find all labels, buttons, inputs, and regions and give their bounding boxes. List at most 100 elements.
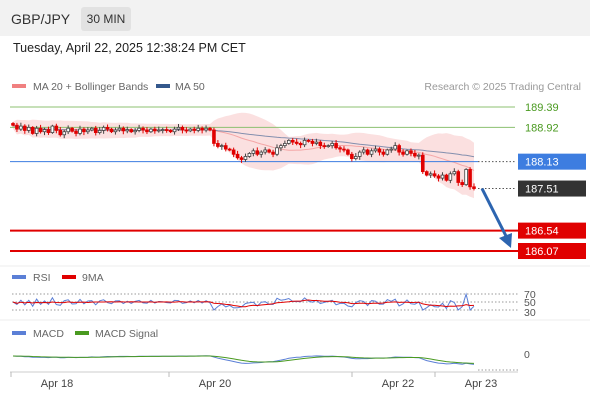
candle-body — [298, 143, 303, 146]
candle-body — [121, 127, 126, 132]
candle-body — [330, 143, 334, 147]
candle-body — [424, 171, 429, 176]
rsi-ma-line — [12, 299, 475, 308]
candle-body — [385, 149, 390, 155]
x-axis-label: Apr 22 — [382, 378, 414, 390]
candle-body — [350, 153, 354, 160]
candle-body — [42, 129, 47, 133]
candle-body — [464, 169, 468, 186]
support-label: 186.07 — [525, 246, 559, 258]
candle-body — [314, 141, 319, 144]
candle-body — [180, 126, 185, 131]
candle-body — [318, 141, 323, 147]
candle-body — [97, 130, 102, 133]
candle-body — [239, 157, 244, 160]
candle-body — [440, 174, 445, 179]
candle-body — [357, 151, 362, 157]
forecast-arrow — [480, 187, 512, 248]
candle-body — [66, 127, 70, 133]
candle-body — [460, 182, 464, 186]
candle-body — [164, 129, 169, 131]
candle-body — [172, 128, 177, 133]
candle-body — [310, 140, 315, 144]
rsi-lines — [12, 292, 475, 311]
x-axis-label: Apr 23 — [465, 378, 497, 390]
candle-body — [34, 127, 39, 134]
level-tags: 189.39 188.92 188.13 187.51 186.54 186.07 — [518, 102, 586, 259]
candle-body — [243, 156, 248, 160]
candle-body — [456, 171, 461, 183]
candle-body — [365, 149, 370, 155]
candle-body — [141, 127, 145, 131]
macd-lines — [12, 355, 475, 365]
candle-body — [19, 125, 23, 130]
candle-body — [334, 143, 338, 149]
candle-body — [405, 150, 409, 155]
candle-body — [192, 128, 197, 131]
candle-body — [326, 145, 331, 148]
candle-body — [133, 130, 137, 133]
candle-body — [409, 150, 413, 154]
candle-body — [70, 127, 74, 132]
macd-tick-0: 0 — [524, 349, 530, 361]
candle-body — [283, 143, 287, 147]
candle-body — [204, 127, 208, 131]
candle-body — [62, 131, 67, 136]
candle-body — [279, 145, 283, 149]
current-price-label: 187.51 — [525, 184, 559, 196]
candle-body — [74, 130, 78, 134]
candle-body — [338, 147, 342, 150]
interval-button[interactable]: 30 MIN — [81, 7, 131, 31]
candle-body — [125, 129, 130, 132]
bollinger-band-fill — [13, 112, 474, 199]
candle-body — [227, 148, 232, 151]
candle-body — [287, 139, 291, 144]
candle-body — [38, 127, 43, 133]
candle-body — [448, 173, 453, 181]
candle-body — [342, 148, 346, 151]
candle-body — [208, 127, 212, 131]
candle-body — [428, 173, 433, 176]
candle-body — [82, 128, 86, 133]
candle-body — [145, 129, 149, 133]
candle-body — [137, 127, 141, 131]
candle-body — [251, 150, 256, 154]
candle-body — [220, 145, 224, 148]
candle-body — [361, 149, 366, 153]
macd-signal-line — [12, 355, 475, 364]
candle-body — [160, 129, 165, 131]
rsi-tick-30: 30 — [524, 307, 536, 319]
candle-body — [369, 150, 374, 155]
macd-signal-legend-swatch — [75, 331, 89, 335]
candle-body — [468, 169, 472, 188]
credit-text: Research © 2025 Trading Central — [424, 81, 581, 93]
candle-body — [184, 129, 189, 132]
candle-body — [263, 149, 267, 153]
candle-body — [267, 149, 271, 153]
candle-body — [259, 151, 264, 155]
forecast-arrow-shaft — [480, 187, 510, 241]
candle-body — [11, 123, 15, 126]
candle-body — [54, 125, 59, 131]
price-levels — [10, 106, 518, 252]
candle-body — [389, 148, 394, 151]
candle-body — [271, 151, 275, 155]
candle-body — [46, 129, 51, 133]
candle-body — [176, 126, 181, 130]
candle-body — [255, 150, 260, 155]
candle-body — [413, 153, 417, 157]
x-axis-labels: Apr 18 Apr 20 Apr 22 Apr 23 — [10, 372, 497, 390]
candle-body — [50, 125, 55, 133]
candle-body — [101, 126, 106, 131]
candle-body — [452, 171, 457, 175]
candle-body — [188, 128, 193, 132]
candle-body — [223, 145, 228, 150]
candle-body — [373, 148, 378, 152]
x-axis-label: Apr 18 — [41, 378, 73, 390]
candle-body — [397, 145, 401, 153]
ma20-legend-label: MA 20 + Bollinger Bands — [33, 81, 148, 93]
candle-body — [117, 127, 122, 131]
candle-body — [26, 126, 31, 131]
rsi-legend-label: RSI — [33, 272, 51, 284]
ma20-legend-swatch — [12, 84, 26, 88]
